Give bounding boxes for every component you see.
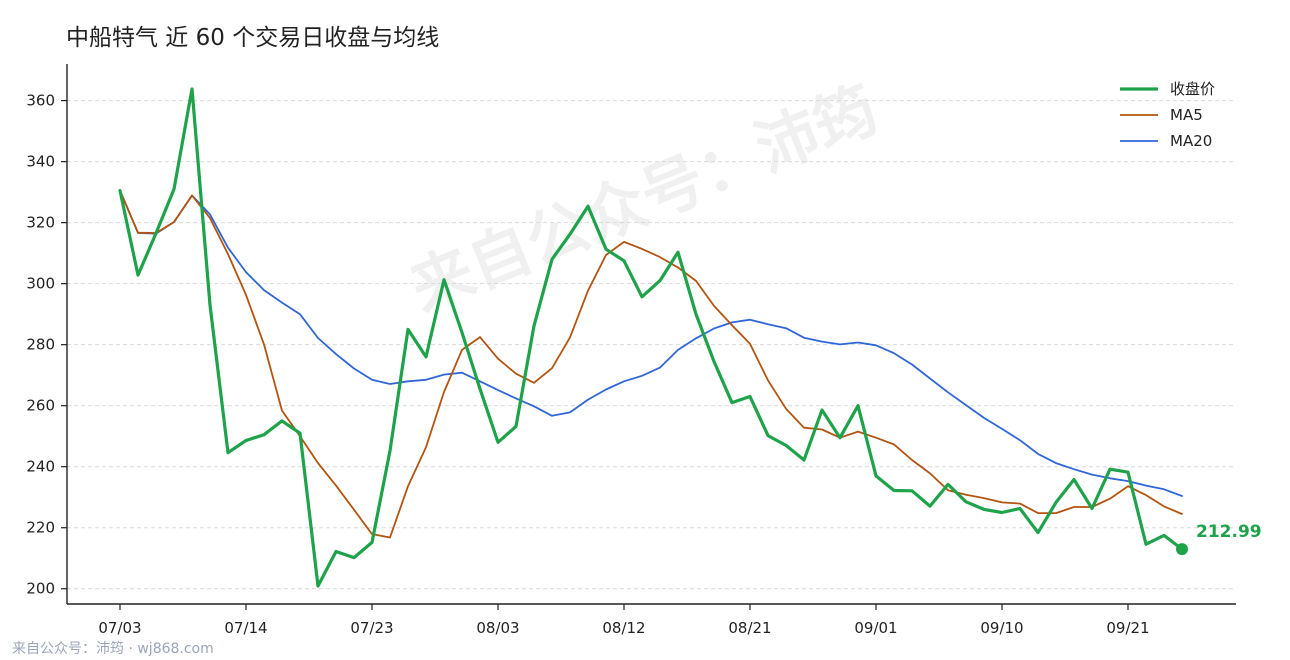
y-tick-label: 200: [26, 580, 55, 598]
chart-title: 中船特气 近 60 个交易日收盘与均线: [66, 25, 440, 51]
axis-layer: 200 220 240 260 280 300 320 340 360 07/03 07/14 07/…: [26, 64, 1236, 637]
legend-label-ma5: MA5: [1170, 106, 1203, 124]
y-tick-label: 240: [26, 458, 55, 476]
last-close-point: [1176, 543, 1188, 556]
label-layer: 212.99: [1176, 522, 1262, 556]
series-line-ma5: [119, 189, 1183, 539]
footer-credit: 来自公众号：沛筠 · wj868.com: [12, 641, 214, 657]
legend-label-ma20: MA20: [1170, 132, 1212, 150]
grid-layer: [67, 100, 1236, 590]
y-tick-label: 220: [26, 519, 55, 537]
series-line-ma20: [119, 189, 1183, 497]
x-tick-label: 09/01: [854, 619, 897, 637]
x-tick-label: 09/10: [980, 619, 1023, 637]
last-close-label: 212.99: [1196, 522, 1262, 542]
x-tick-label: 08/21: [728, 619, 771, 637]
x-tick-label: 08/03: [476, 619, 519, 637]
legend-label-close: 收盘价: [1170, 80, 1215, 98]
y-tick-label: 360: [26, 92, 55, 110]
y-tick-label: 260: [26, 397, 55, 415]
y-tick-label: 280: [26, 336, 55, 354]
y-tick-label: 300: [26, 275, 55, 293]
x-tick-label: 07/03: [98, 619, 141, 637]
legend: 收盘价 MA5 MA20: [1120, 80, 1215, 150]
x-tick-label: 07/23: [350, 619, 393, 637]
x-tick-label: 09/21: [1106, 619, 1149, 637]
y-tick-label: 320: [26, 214, 55, 232]
x-tick-label: 07/14: [224, 619, 267, 637]
y-tick-label: 340: [26, 153, 55, 171]
x-tick-label: 08/12: [602, 619, 645, 637]
series-line-close: [118, 87, 1184, 588]
series-layer: [118, 87, 1184, 588]
